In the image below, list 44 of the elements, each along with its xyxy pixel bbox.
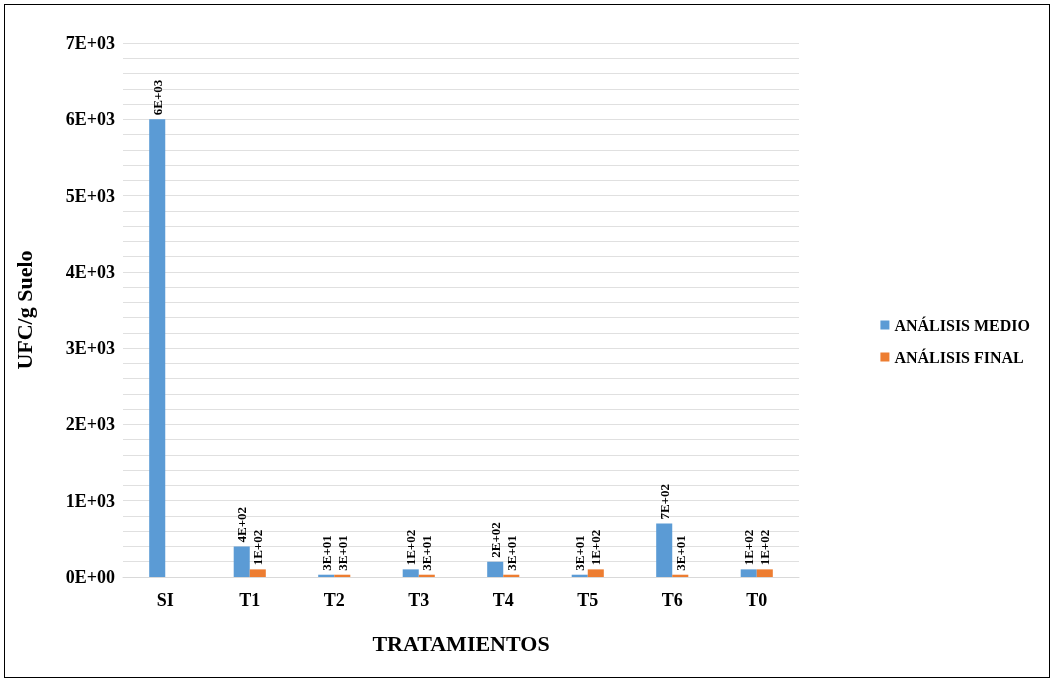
bar	[249, 569, 266, 577]
y-tick-label: 7E+03	[65, 33, 115, 53]
data-label: 1E+02	[250, 529, 266, 566]
x-axis-title: TRATAMIENTOS	[372, 630, 550, 656]
legend-label: ANÁLISIS MEDIO	[894, 315, 1031, 334]
bar	[756, 569, 773, 577]
data-label: 3E+01	[572, 535, 588, 571]
data-label: 1E+02	[403, 529, 419, 566]
x-tick-label: T3	[408, 590, 430, 610]
y-tick-label: 6E+03	[65, 109, 115, 130]
data-label: 2E+02	[487, 522, 503, 558]
x-tick-label: T1	[239, 590, 261, 610]
data-label: 1E+02	[757, 529, 773, 566]
bar	[233, 546, 250, 577]
data-label: 3E+01	[318, 535, 334, 571]
y-tick-label: 1E+03	[65, 490, 115, 511]
data-label: 4E+02	[234, 506, 250, 543]
data-label: 3E+01	[334, 535, 350, 571]
bar	[587, 569, 604, 577]
legend-label: ANÁLISIS FINAL	[894, 347, 1024, 366]
x-tick-label: T0	[746, 590, 768, 610]
bar	[656, 523, 673, 577]
x-tick-label: T4	[492, 590, 514, 610]
data-label: 3E+01	[503, 535, 519, 571]
y-tick-label: 5E+03	[65, 185, 115, 206]
bar	[149, 119, 166, 577]
x-tick-label: T5	[577, 590, 599, 610]
bar	[740, 569, 757, 577]
x-tick-label: T6	[661, 590, 683, 610]
y-tick-label: 3E+03	[65, 338, 115, 359]
x-tick-label: SI	[156, 590, 174, 610]
data-label: 1E+02	[741, 529, 757, 566]
data-label: 7E+02	[656, 484, 672, 520]
y-tick-label: 4E+03	[65, 261, 115, 282]
data-label: 6E+03	[149, 79, 165, 116]
x-tick-label: T2	[323, 590, 345, 610]
y-tick-label: 0E+00	[65, 567, 115, 587]
data-label: 3E+01	[419, 535, 435, 571]
y-tick-label: 2E+03	[65, 414, 115, 435]
bar	[402, 569, 419, 577]
data-label: 3E+01	[672, 535, 688, 571]
y-axis-title: UFC/g Suelo	[11, 250, 37, 370]
bar	[487, 561, 504, 577]
data-label: 1E+02	[588, 529, 604, 566]
